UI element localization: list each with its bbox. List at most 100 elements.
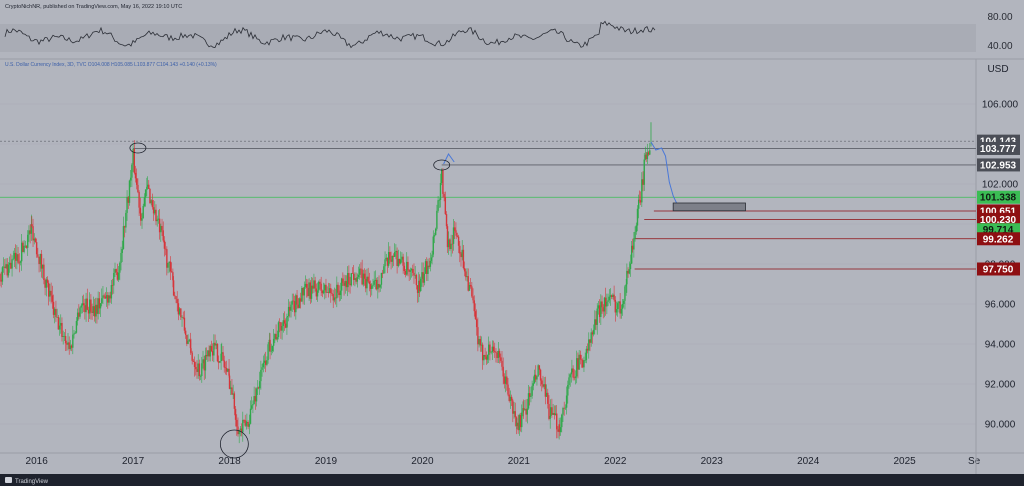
candle-body (11, 259, 13, 269)
candle-body (614, 299, 617, 313)
candle-body (272, 338, 275, 346)
candle-body (313, 280, 315, 289)
candle-body (646, 152, 649, 160)
candle-body (462, 249, 465, 269)
candle-body (606, 301, 608, 307)
candle-body (460, 253, 462, 258)
candle-body (61, 322, 63, 337)
candle-body (176, 299, 178, 304)
candle-body (289, 306, 291, 311)
candle-body (222, 352, 224, 361)
x-tick-label: 2024 (797, 456, 820, 467)
candle-body (268, 339, 271, 345)
candle-body (353, 273, 355, 280)
candle-body (169, 261, 172, 272)
candle-body (209, 346, 211, 357)
candle-body (40, 254, 43, 269)
candle-body (363, 273, 366, 279)
candle-body (472, 296, 474, 301)
candle-body (114, 269, 116, 273)
candle-body (328, 288, 331, 293)
candle-body (41, 264, 44, 269)
candle-body (592, 329, 595, 335)
candle-body (517, 422, 519, 431)
candle-body (469, 285, 472, 287)
candle-body (120, 252, 122, 263)
candle-body (174, 295, 176, 297)
candle-body (258, 381, 261, 389)
candle-body (620, 308, 623, 314)
candle-body (434, 228, 437, 236)
candle-body (354, 278, 356, 280)
candle-body (631, 245, 634, 250)
candle-body (502, 366, 504, 377)
candle-body (327, 292, 330, 293)
candle-body (70, 345, 73, 348)
candle-body (295, 295, 297, 313)
candle-body (450, 243, 452, 250)
candle-body (207, 350, 209, 357)
candle-body (257, 387, 260, 389)
candle-body (515, 417, 518, 426)
candle-body (492, 346, 495, 352)
candle-body (191, 352, 193, 361)
price-labels: 104.143103.777102.953101.338100.651100.2… (977, 134, 1020, 276)
candle-body (409, 270, 412, 272)
candle-body (360, 268, 362, 270)
candle-body (267, 344, 269, 361)
candle-body (586, 348, 589, 351)
candle-body (293, 301, 296, 313)
candle-body (478, 338, 480, 345)
candle-body (457, 236, 460, 246)
candle-body (91, 311, 93, 313)
candle-body (624, 286, 626, 301)
candle-body (73, 333, 75, 335)
candle-body (281, 325, 283, 331)
candle-body (629, 263, 632, 270)
candle-body (436, 210, 438, 229)
x-tick-label: 2016 (26, 456, 49, 467)
candle-body (221, 352, 223, 354)
footer-brand: TradingView (15, 479, 49, 485)
candle-body (583, 360, 585, 368)
candle-body (372, 284, 374, 286)
candle-body (439, 182, 442, 200)
candle-body (456, 235, 459, 237)
candle-body (403, 265, 406, 272)
candle-body (23, 245, 25, 252)
candle-body (642, 179, 644, 185)
candle-body (426, 261, 428, 274)
candle-body (92, 306, 95, 313)
candle-body (421, 272, 423, 279)
x-tick-label: 2020 (411, 456, 434, 467)
candle-body (321, 290, 324, 294)
candle-body (467, 276, 469, 291)
candle-body (408, 269, 410, 272)
candle-body (22, 242, 24, 252)
candle-body (131, 164, 133, 178)
circle-marker (219, 429, 249, 459)
candle-body (35, 242, 38, 255)
candle-body (355, 278, 357, 282)
candle-body (122, 226, 125, 249)
candle-body (649, 150, 651, 155)
candle-body (0, 279, 2, 282)
tradingview-logo-icon (5, 477, 12, 483)
candle-body (0, 274, 1, 280)
candle-body (626, 270, 628, 285)
candle-body (13, 252, 16, 259)
candle-body (181, 317, 183, 318)
candle-body (601, 301, 603, 308)
candle-body (86, 298, 88, 310)
candle-body (522, 408, 524, 413)
candle-body (269, 339, 271, 352)
candle-body (182, 317, 184, 318)
annotations (129, 141, 746, 459)
candle-body (549, 407, 552, 416)
candle-body (138, 192, 140, 208)
price-label-text: 100.230 (980, 215, 1017, 226)
candle-body (297, 304, 299, 308)
candle-body (105, 295, 108, 299)
candle-body (302, 287, 304, 296)
candle-body (524, 408, 526, 410)
